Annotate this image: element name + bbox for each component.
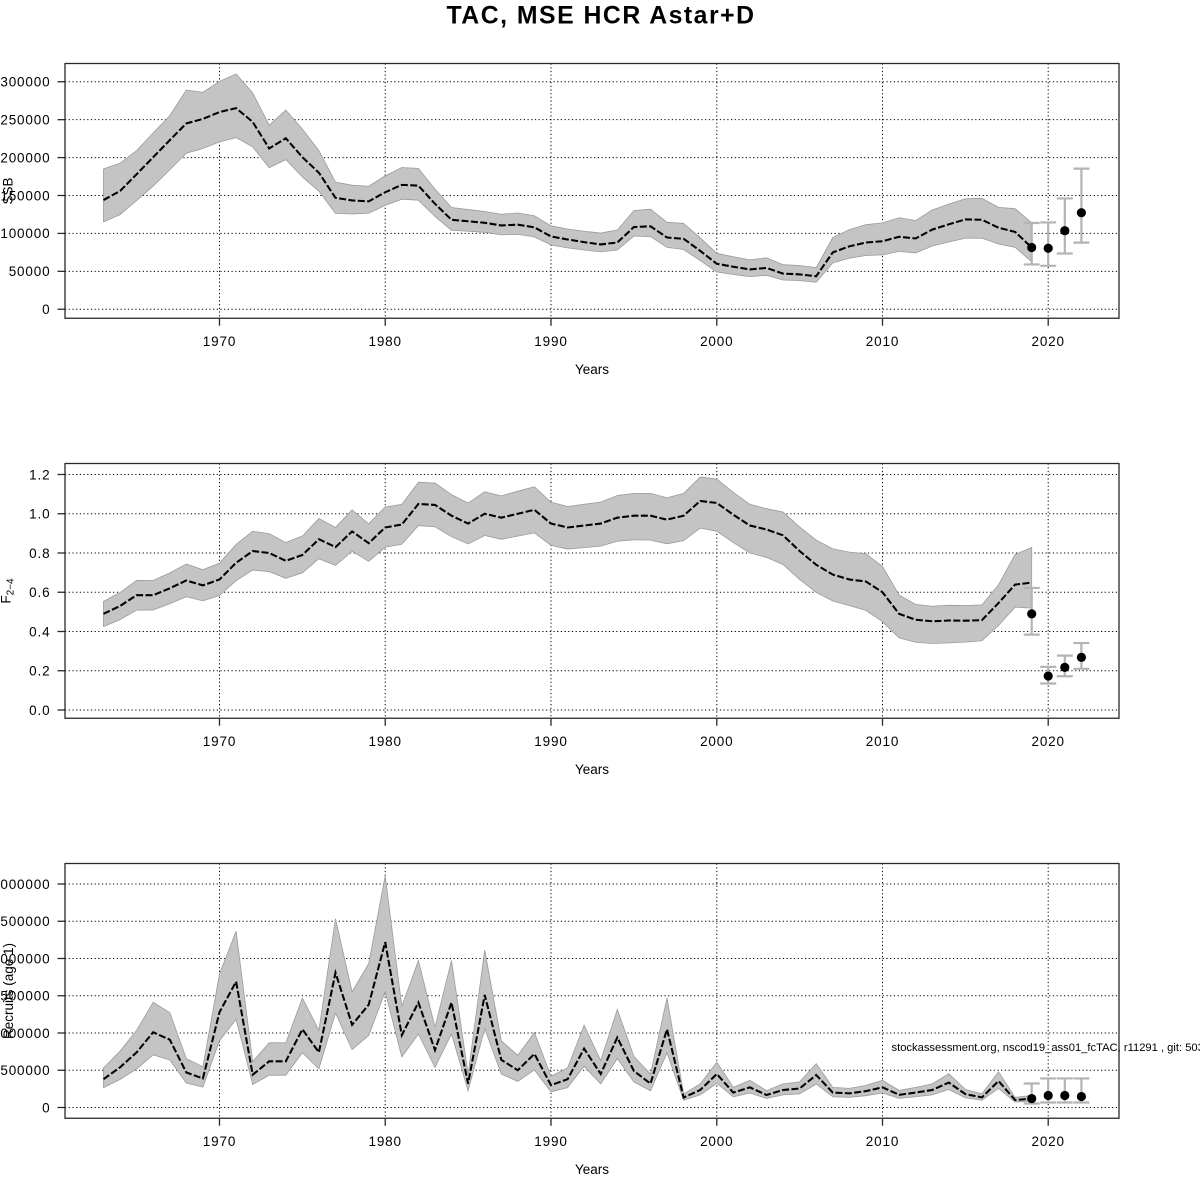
svg-text:1980: 1980 — [368, 734, 401, 749]
svg-text:250000: 250000 — [0, 112, 50, 127]
svg-text:1990: 1990 — [534, 334, 567, 349]
svg-text:0.6: 0.6 — [29, 585, 50, 600]
svg-text:Years: Years — [575, 762, 609, 777]
svg-text:200000: 200000 — [0, 150, 50, 165]
svg-text:0.4: 0.4 — [29, 624, 50, 639]
svg-text:0.2: 0.2 — [29, 664, 50, 679]
svg-text:TAC, MSE HCR Astar+D: TAC, MSE HCR Astar+D — [446, 3, 755, 30]
svg-text:2000: 2000 — [700, 334, 733, 349]
svg-text:3000000: 3000000 — [0, 877, 51, 892]
svg-text:100000: 100000 — [0, 226, 50, 241]
svg-text:2020: 2020 — [1031, 734, 1064, 749]
svg-text:2000: 2000 — [700, 734, 733, 749]
svg-text:1.2: 1.2 — [29, 467, 50, 482]
svg-text:2010: 2010 — [866, 1134, 899, 1149]
svg-text:1000000: 1000000 — [0, 1026, 51, 1041]
svg-text:0.8: 0.8 — [29, 546, 50, 561]
svg-text:Recruits (age 1): Recruits (age 1) — [1, 943, 16, 1039]
svg-text:2020: 2020 — [1031, 334, 1064, 349]
svg-text:1500000: 1500000 — [0, 989, 51, 1004]
svg-text:stockassessment.org, nscod19_a: stockassessment.org, nscod19_ass01_fcTAC… — [892, 1042, 1200, 1054]
svg-text:0.0: 0.0 — [29, 703, 50, 718]
svg-text:Years: Years — [575, 1162, 609, 1177]
svg-text:1970: 1970 — [203, 734, 236, 749]
svg-text:Years: Years — [575, 362, 609, 377]
svg-text:2500000: 2500000 — [0, 914, 51, 929]
svg-text:1990: 1990 — [534, 734, 567, 749]
svg-text:2000: 2000 — [700, 1134, 733, 1149]
svg-text:1980: 1980 — [368, 1134, 401, 1149]
svg-text:0: 0 — [42, 302, 50, 317]
svg-text:50000: 50000 — [9, 264, 51, 279]
svg-text:150000: 150000 — [0, 188, 50, 203]
svg-text:2010: 2010 — [866, 734, 899, 749]
svg-text:2000000: 2000000 — [0, 951, 51, 966]
svg-text:SSB: SSB — [1, 177, 16, 204]
svg-text:1980: 1980 — [368, 334, 401, 349]
svg-text:2010: 2010 — [866, 334, 899, 349]
svg-text:300000: 300000 — [0, 75, 50, 90]
svg-text:0: 0 — [42, 1100, 50, 1115]
svg-text:500000: 500000 — [0, 1063, 50, 1078]
svg-text:1970: 1970 — [203, 1134, 236, 1149]
svg-text:2020: 2020 — [1031, 1134, 1064, 1149]
svg-text:1990: 1990 — [534, 1134, 567, 1149]
svg-text:1970: 1970 — [203, 334, 236, 349]
svg-text:1.0: 1.0 — [29, 507, 50, 522]
